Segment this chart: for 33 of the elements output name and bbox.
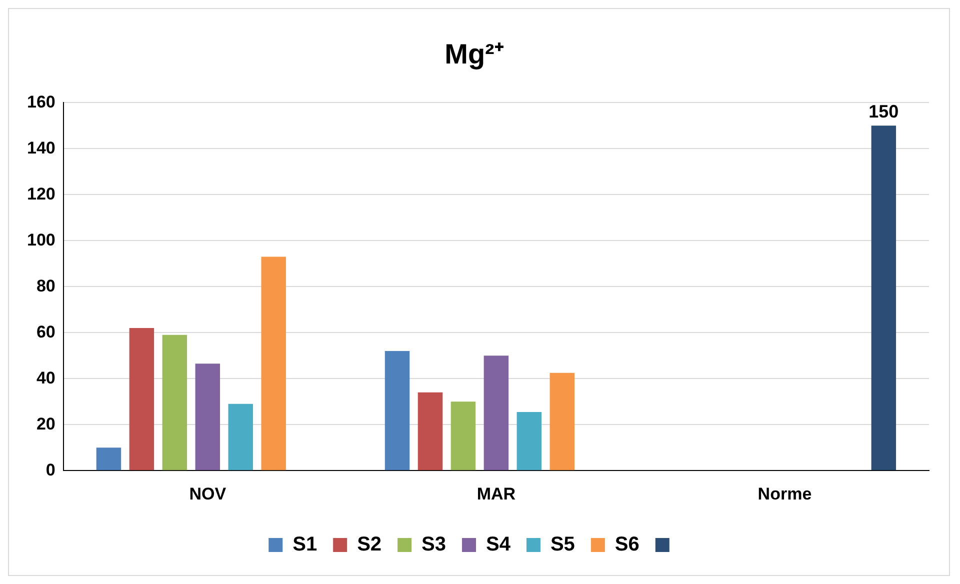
- bar: [195, 364, 220, 470]
- x-tick-label: NOV: [189, 484, 227, 504]
- bar: [162, 334, 188, 470]
- y-tick-label: 140: [26, 138, 56, 158]
- bar: [550, 372, 574, 470]
- legend-label: S6: [614, 534, 640, 556]
- y-tick-label: 100: [26, 230, 56, 250]
- y-tick-label: 60: [36, 322, 56, 342]
- y-tick-label: 40: [36, 368, 56, 388]
- chart-title: Mg²⁺: [444, 38, 504, 70]
- bar: [261, 256, 286, 470]
- bar: [484, 356, 509, 470]
- bar: [228, 404, 253, 470]
- bar: [96, 448, 122, 470]
- y-tick-label: 160: [26, 92, 56, 112]
- x-tick-label: MAR: [476, 484, 516, 504]
- bar: [871, 126, 896, 470]
- legend-label: S1: [292, 534, 318, 556]
- bar: [418, 392, 443, 470]
- legend-label: S3: [422, 534, 446, 556]
- legend-label: S2: [357, 534, 382, 556]
- data-label: 150: [868, 102, 899, 122]
- y-tick-label: 80: [36, 276, 56, 296]
- bar: [516, 412, 542, 470]
- legend-label: S4: [486, 534, 512, 556]
- bar: [129, 328, 154, 470]
- bar: [384, 351, 410, 470]
- legend-label: S5: [550, 534, 575, 556]
- bar: [450, 402, 476, 470]
- y-tick-label: 120: [26, 184, 56, 204]
- x-tick-label: Norme: [758, 484, 812, 504]
- y-tick-label: 20: [36, 414, 56, 434]
- y-tick-label: 0: [46, 460, 56, 480]
